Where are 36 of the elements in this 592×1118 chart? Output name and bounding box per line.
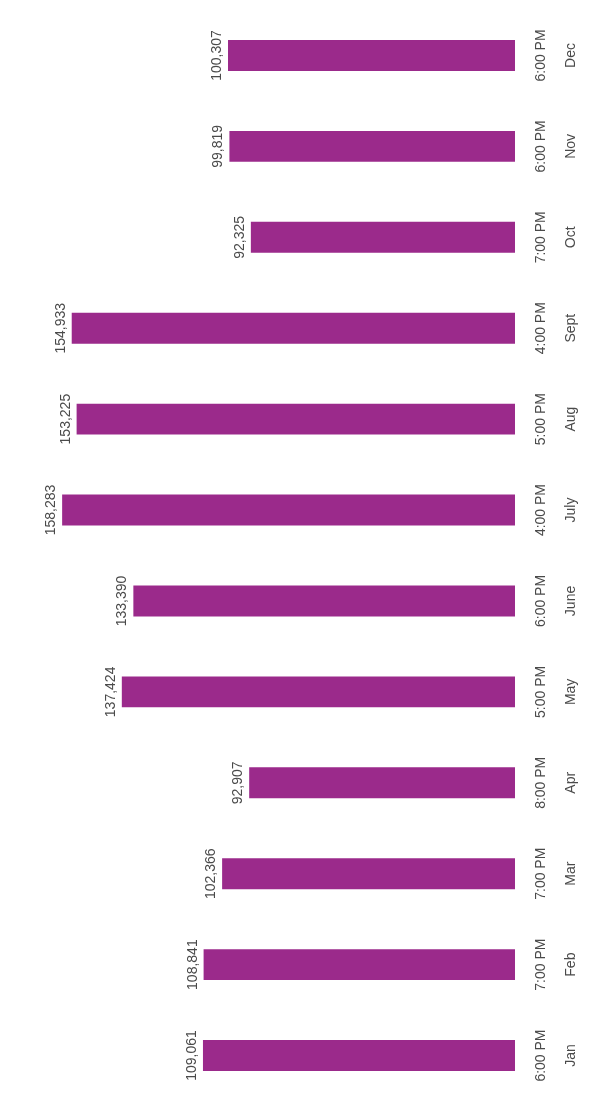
y-tick-label: 6:00 PM Dec — [532, 29, 578, 82]
y-tick-label: 5:00 PM Aug — [532, 393, 578, 446]
data-label: 137,424 — [101, 666, 118, 718]
y-tick-label: 4:00 PM July — [532, 483, 578, 537]
data-label: 102,366 — [202, 848, 219, 900]
data-label: 92,325 — [230, 215, 247, 259]
bar — [62, 494, 515, 526]
bar — [249, 767, 515, 799]
data-label: 100,307 — [208, 29, 225, 81]
y-tick-label: 5:00 PM May — [532, 665, 578, 718]
data-label: 108,841 — [183, 939, 200, 990]
y-tick-label: 7:00 PM Mar — [532, 847, 578, 900]
data-label: 92,907 — [229, 761, 246, 805]
bar — [121, 676, 515, 708]
bar — [133, 585, 515, 617]
y-tick-label: 7:00 PM Feb — [532, 938, 578, 991]
bar — [203, 949, 515, 981]
y-tick-label: 6:00 PM June — [532, 574, 578, 628]
data-label: 99,819 — [209, 124, 226, 168]
y-tick-label: 6:00 PM Nov — [532, 120, 578, 173]
data-label: 158,283 — [42, 484, 59, 536]
data-label: 133,390 — [113, 575, 130, 627]
bar — [250, 221, 515, 253]
y-tick-label: 7:00 PM Oct — [532, 211, 578, 264]
bar — [222, 858, 515, 890]
y-tick-label: 8:00 PM Apr — [532, 756, 578, 809]
bar — [76, 403, 515, 435]
data-label: 154,933 — [51, 302, 68, 354]
bar — [228, 40, 515, 71]
bar — [229, 130, 515, 162]
data-label: 153,225 — [56, 393, 73, 445]
data-label: 109,061 — [182, 1030, 199, 1081]
y-tick-label: 4:00 PM Sept — [532, 302, 578, 355]
y-tick-label: 6:00 PM Jan — [532, 1029, 578, 1082]
bar — [71, 312, 515, 344]
bar — [202, 1040, 515, 1071]
